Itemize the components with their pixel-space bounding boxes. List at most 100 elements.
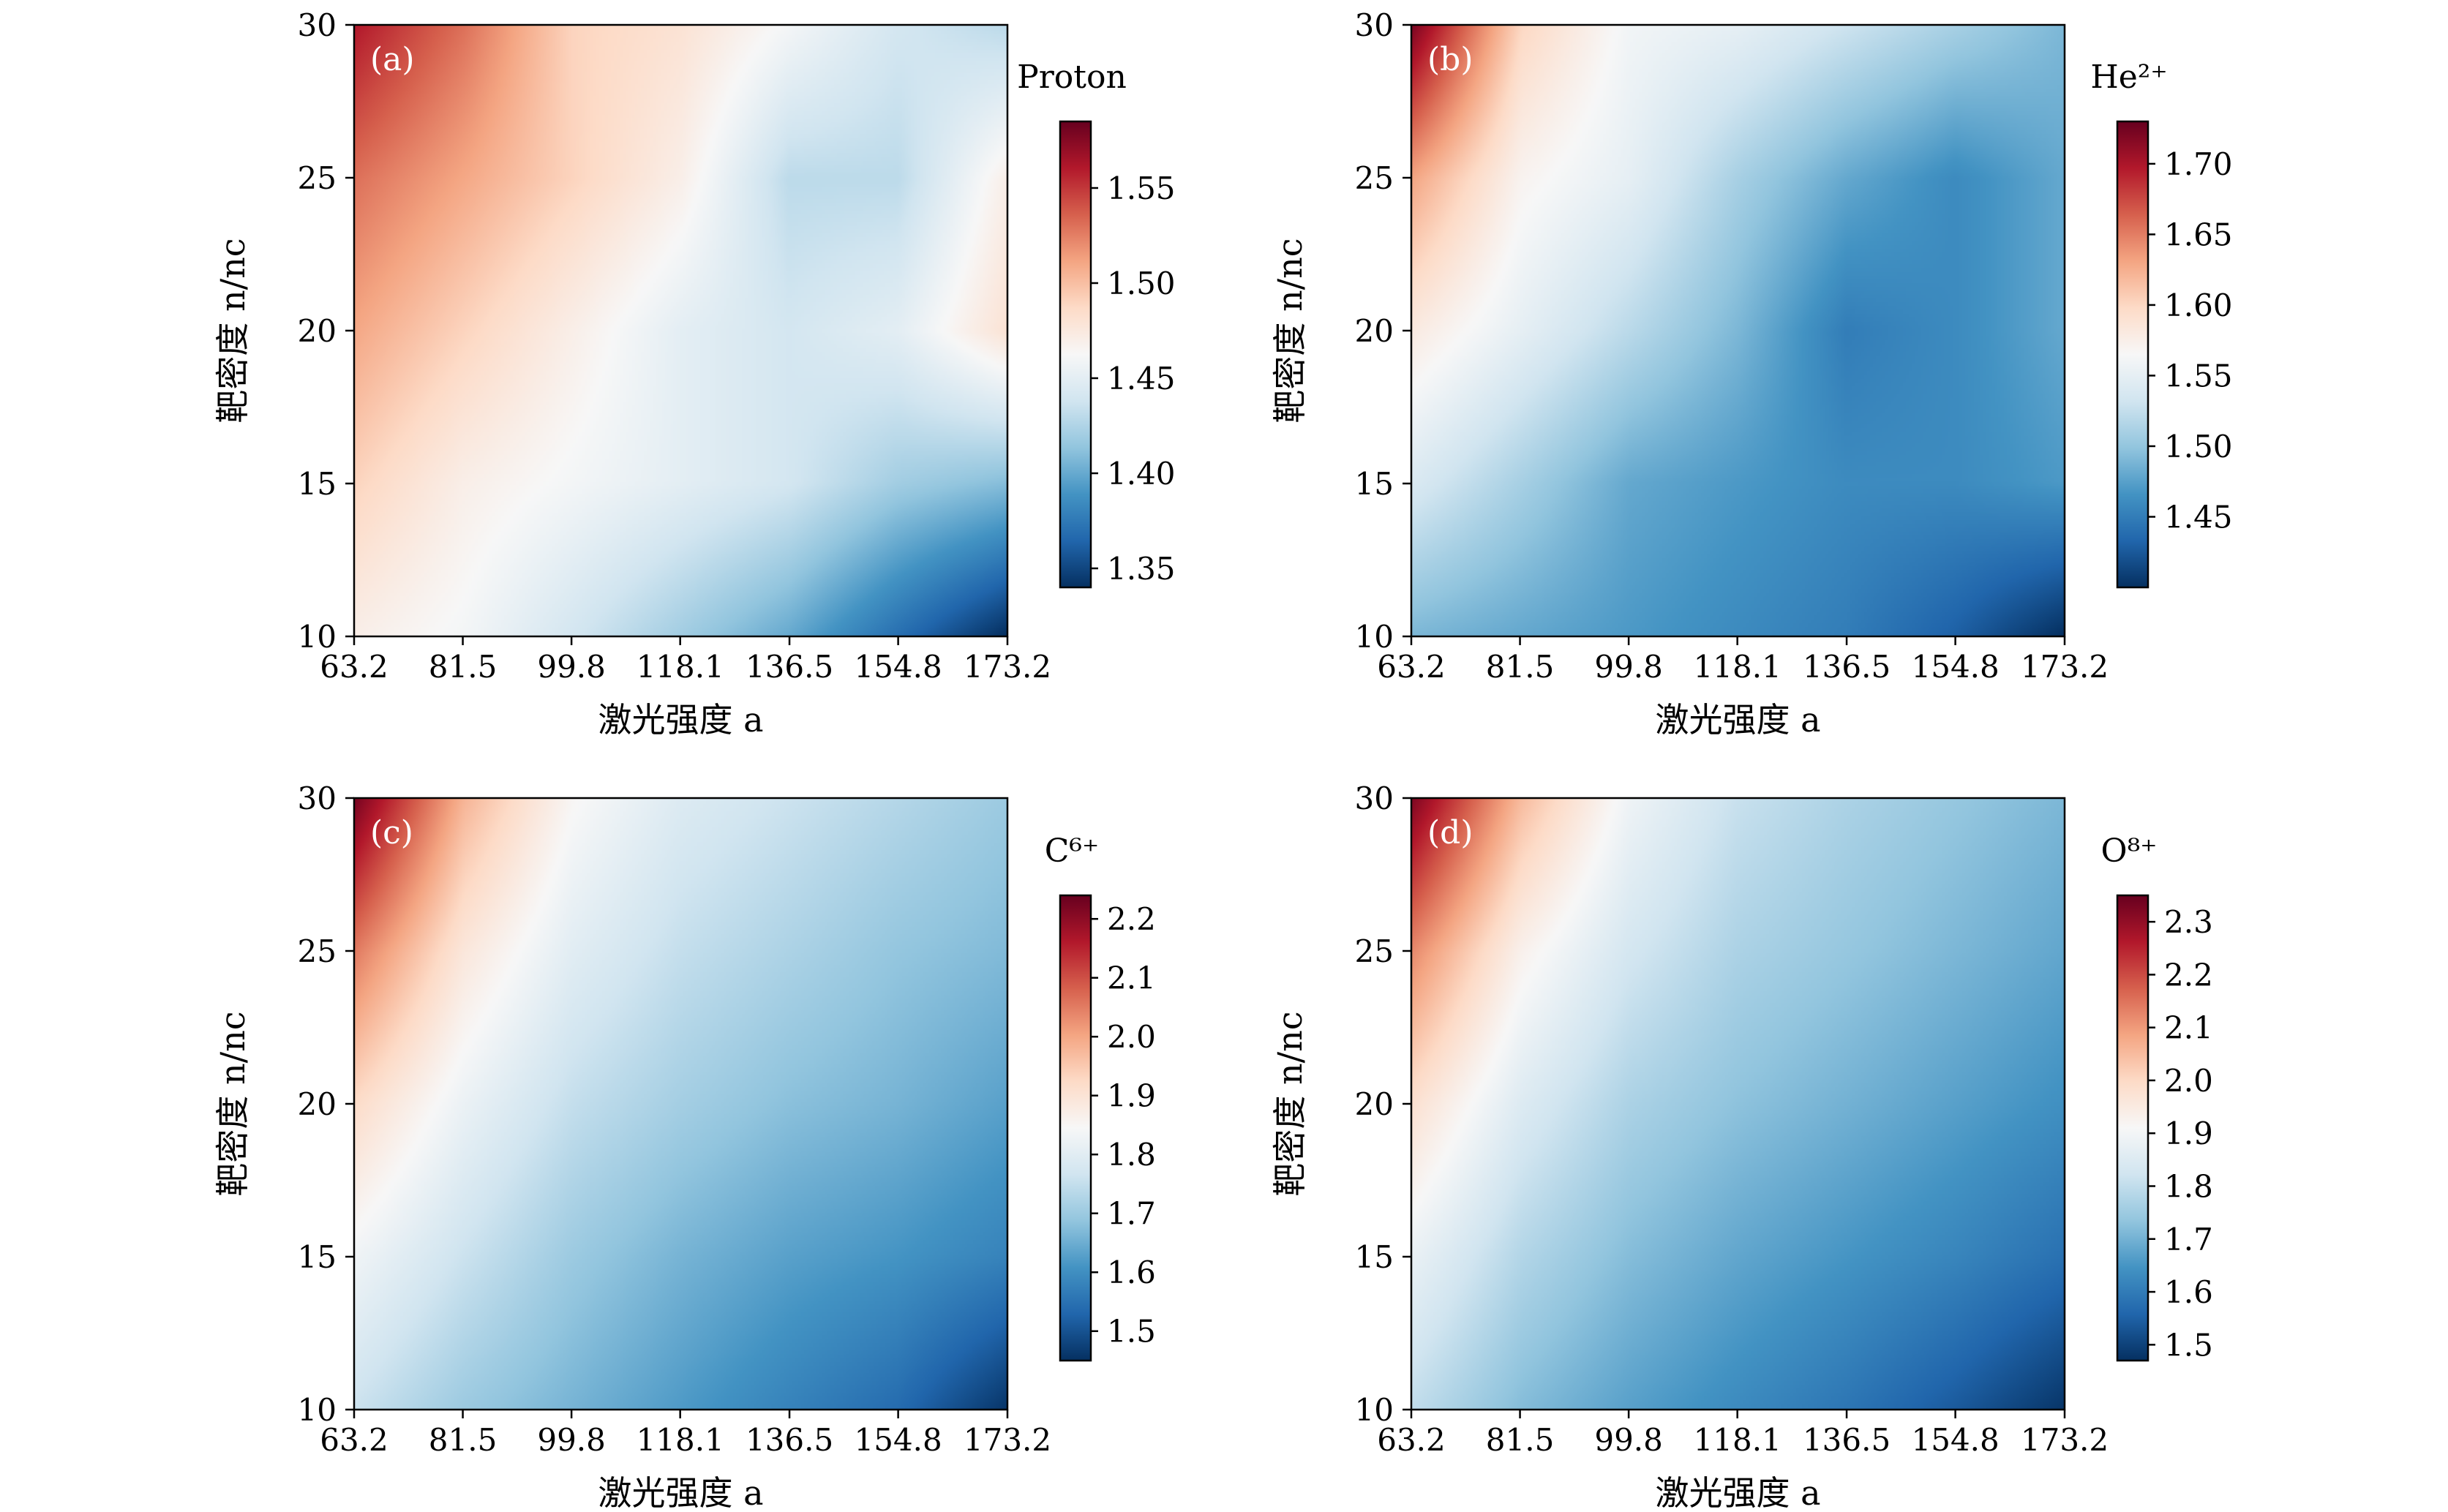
y-tick-label: 10 (1355, 619, 1394, 655)
y-axis-label: 靶密度 n/nc (1270, 1011, 1310, 1196)
colorbar (2116, 894, 2149, 1362)
colorbar-tick-label: 1.9 (1107, 1078, 1156, 1114)
x-axis-label: 激光强度 a (598, 700, 763, 740)
y-tick-label: 30 (1355, 781, 1394, 816)
colorbar-tick-label: 1.55 (1107, 170, 1176, 206)
x-tick-label: 118.1 (637, 649, 724, 685)
x-tick-label: 99.8 (1594, 1422, 1663, 1458)
colorbar-tick-label: 2.3 (2164, 904, 2213, 940)
x-tick-label: 173.2 (964, 649, 1051, 685)
x-tick-label: 136.5 (746, 649, 833, 685)
x-tick-label: 118.1 (1694, 649, 1781, 685)
heatmap-image (354, 798, 1007, 1410)
colorbar-tick-label: 2.1 (2164, 1010, 2213, 1046)
x-tick-label: 81.5 (429, 649, 498, 685)
colorbar-tick-label: 1.8 (2164, 1169, 2213, 1205)
y-tick-label: 20 (298, 313, 337, 349)
colorbar-title: O⁸⁺ (2101, 832, 2158, 870)
y-tick-label: 30 (1355, 7, 1394, 43)
y-tick-label: 20 (1355, 313, 1394, 349)
colorbar-tick-label: 1.50 (2164, 429, 2233, 464)
colorbar-tick-label: 1.40 (1107, 456, 1176, 492)
x-tick-label: 136.5 (746, 1422, 833, 1458)
x-tick-label: 99.8 (1594, 649, 1663, 685)
y-tick-label: 15 (298, 1239, 337, 1275)
heatmap-image (1411, 798, 2065, 1410)
colorbar-tick-label: 2.2 (2164, 957, 2213, 993)
y-tick-label: 30 (298, 781, 337, 816)
colorbar-tick-label: 1.7 (2164, 1222, 2213, 1257)
y-axis-label: 靶密度 n/nc (213, 238, 252, 423)
colorbar (2116, 120, 2149, 589)
colorbar-tick-label: 1.6 (2164, 1274, 2213, 1310)
colorbar-tick-label: 2.0 (1107, 1019, 1156, 1055)
panel-label: (a) (370, 41, 415, 78)
x-tick-label: 154.8 (855, 649, 942, 685)
x-tick-label: 63.2 (1377, 649, 1446, 685)
y-tick-label: 15 (298, 466, 337, 502)
y-tick-label: 30 (298, 7, 337, 43)
x-tick-label: 63.2 (320, 1422, 388, 1458)
heatmap-image (354, 25, 1007, 636)
y-tick-label: 25 (1355, 160, 1394, 196)
colorbar-tick-label: 1.45 (2164, 499, 2233, 535)
colorbar-tick-label: 2.1 (1107, 960, 1156, 996)
colorbar-tick-label: 1.35 (1107, 551, 1176, 587)
heatmap-panel-d: 63.2 81.5 99.8 118.1 136.5 154.8 173.2 10 15 20 25… (1270, 781, 2213, 1512)
x-tick-label: 99.8 (537, 649, 606, 685)
y-tick-label: 25 (298, 160, 337, 196)
x-tick-label: 154.8 (1912, 1422, 2000, 1458)
y-tick-label: 20 (298, 1086, 337, 1122)
y-axis-label: 靶密度 n/nc (1270, 238, 1310, 423)
x-tick-label: 136.5 (1803, 1422, 1891, 1458)
colorbar-title: Proton (1017, 59, 1127, 96)
colorbar-tick-label: 1.9 (2164, 1116, 2213, 1151)
panel-label: (d) (1427, 814, 1473, 851)
y-tick-label: 15 (1355, 466, 1394, 502)
x-tick-label: 118.1 (1694, 1422, 1781, 1458)
y-tick-label: 10 (298, 1392, 337, 1428)
colorbar-title: He²⁺ (2090, 59, 2167, 96)
heatmap-panel-b: 63.2 81.5 99.8 118.1 136.5 154.8 173.2 10 15 20 25… (1270, 7, 2233, 740)
colorbar-tick-label: 1.45 (1107, 361, 1176, 396)
x-tick-label: 81.5 (1486, 649, 1555, 685)
colorbar-tick-label: 2.0 (2164, 1063, 2213, 1099)
colorbar (1059, 894, 1092, 1362)
heatmap-panel-a: 63.2 81.5 99.8 118.1 136.5 154.8 173.2 10 15 20 25… (213, 7, 1176, 740)
x-tick-label: 118.1 (637, 1422, 724, 1458)
x-tick-label: 173.2 (2021, 649, 2109, 685)
y-tick-label: 25 (298, 933, 337, 969)
colorbar-title: C⁶⁺ (1045, 832, 1100, 870)
x-tick-label: 154.8 (1912, 649, 2000, 685)
panel-label: (c) (370, 814, 413, 851)
colorbar-tick-label: 1.5 (1107, 1314, 1156, 1350)
x-tick-label: 63.2 (320, 649, 388, 685)
colorbar (1059, 120, 1092, 589)
x-tick-label: 136.5 (1803, 649, 1891, 685)
colorbar-tick-label: 1.50 (1107, 266, 1176, 301)
heatmap-panel-c: 63.2 81.5 99.8 118.1 136.5 154.8 173.2 10 15 20 25… (213, 781, 1156, 1512)
colorbar-tick-label: 1.8 (1107, 1137, 1156, 1173)
x-tick-label: 81.5 (1486, 1422, 1555, 1458)
colorbar-tick-label: 1.65 (2164, 217, 2233, 252)
heatmap-image (1411, 25, 2065, 636)
colorbar-tick-label: 1.6 (1107, 1255, 1156, 1290)
x-axis-label: 激光强度 a (598, 1473, 763, 1512)
colorbar-tick-label: 2.2 (1107, 901, 1156, 937)
x-tick-label: 173.2 (2021, 1422, 2109, 1458)
x-tick-label: 81.5 (429, 1422, 498, 1458)
x-tick-label: 63.2 (1377, 1422, 1446, 1458)
x-tick-label: 173.2 (964, 1422, 1051, 1458)
x-axis-label: 激光强度 a (1655, 1473, 1820, 1512)
y-tick-label: 15 (1355, 1239, 1394, 1275)
y-tick-label: 20 (1355, 1086, 1394, 1122)
y-tick-label: 10 (298, 619, 337, 655)
y-axis-label: 靶密度 n/nc (213, 1011, 252, 1196)
colorbar-tick-label: 1.5 (2164, 1327, 2213, 1363)
colorbar-tick-label: 1.60 (2164, 287, 2233, 323)
colorbar-tick-label: 1.55 (2164, 358, 2233, 394)
x-axis-label: 激光强度 a (1655, 700, 1820, 740)
y-tick-label: 25 (1355, 933, 1394, 969)
colorbar-tick-label: 1.70 (2164, 146, 2233, 182)
